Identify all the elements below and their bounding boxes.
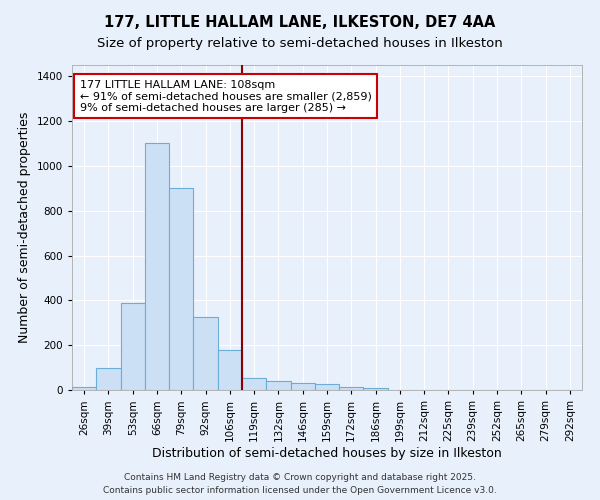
Bar <box>96 368 121 390</box>
Bar <box>364 388 388 390</box>
Text: 177, LITTLE HALLAM LANE, ILKESTON, DE7 4AA: 177, LITTLE HALLAM LANE, ILKESTON, DE7 4… <box>104 15 496 30</box>
Y-axis label: Number of semi-detached properties: Number of semi-detached properties <box>18 112 31 343</box>
Bar <box>315 384 339 390</box>
X-axis label: Distribution of semi-detached houses by size in Ilkeston: Distribution of semi-detached houses by … <box>152 446 502 460</box>
Bar <box>169 188 193 390</box>
Bar <box>145 144 169 390</box>
Bar <box>242 378 266 390</box>
Bar <box>121 302 145 390</box>
Bar <box>193 317 218 390</box>
Bar <box>218 350 242 390</box>
Bar <box>72 386 96 390</box>
Text: Size of property relative to semi-detached houses in Ilkeston: Size of property relative to semi-detach… <box>97 38 503 51</box>
Bar <box>266 381 290 390</box>
Bar <box>339 386 364 390</box>
Text: 177 LITTLE HALLAM LANE: 108sqm
← 91% of semi-detached houses are smaller (2,859): 177 LITTLE HALLAM LANE: 108sqm ← 91% of … <box>80 80 371 113</box>
Bar <box>290 384 315 390</box>
Text: Contains HM Land Registry data © Crown copyright and database right 2025.
Contai: Contains HM Land Registry data © Crown c… <box>103 474 497 495</box>
